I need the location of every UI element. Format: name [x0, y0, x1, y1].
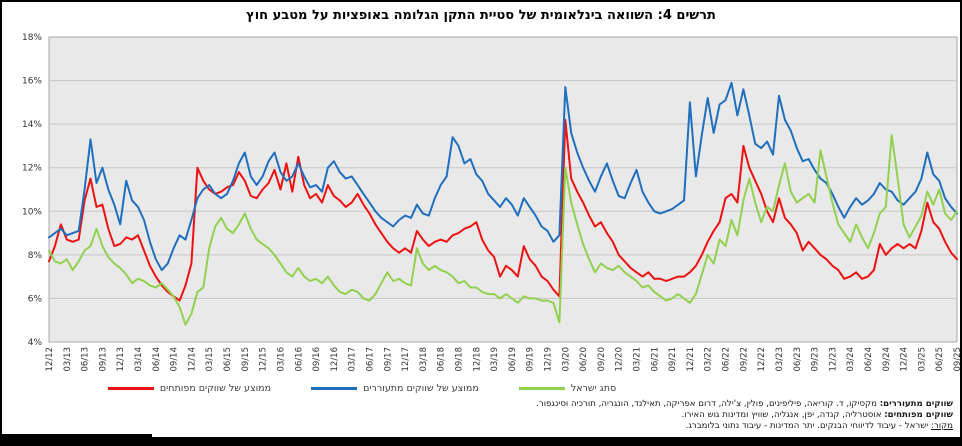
- legend-item-1: ממוצע של שווקים מתעוררים: [311, 383, 479, 394]
- x-tick-label: 12/13: [116, 347, 126, 372]
- x-tick-label: 06/15: [223, 347, 233, 372]
- footnote-text: ישראל - עיבוד לדיווחי הבנקים. יתר המדינו…: [685, 420, 931, 431]
- legend-label: סתג ישראל: [570, 383, 617, 394]
- x-tick-label: 09/22: [739, 347, 749, 372]
- legend-marker-icon: [107, 387, 154, 390]
- x-tick-label: 03/20: [561, 347, 571, 372]
- x-tick-label: 06/24: [864, 347, 874, 372]
- footnote-text: מקסיקו, ד. קוריאה, פיליפינים, פולין, צ'י…: [536, 399, 880, 409]
- x-tick-label: 03/23: [775, 347, 785, 372]
- x-tick-label: 09/16: [312, 347, 322, 372]
- x-tick-label: 03/14: [134, 347, 144, 372]
- y-tick-label: 18%: [22, 33, 42, 43]
- legend-item-0: ממוצע של שווקים מפותחים: [107, 383, 272, 394]
- legend-label: ממוצע של שווקים מפותחים: [159, 383, 272, 394]
- legend-label: ממוצע של שווקים מתעוררים: [363, 383, 479, 394]
- x-tick-label: 03/22: [704, 347, 714, 372]
- x-tick-label: 09/20: [597, 347, 607, 372]
- x-tick-label: 09/14: [170, 347, 180, 372]
- footnote-line-1: שווקים מפותחים: אוסטרליה, קנדה, יפן, אנג…: [353, 410, 953, 421]
- x-tick-label: 12/20: [615, 347, 625, 372]
- x-tick-label: 06/17: [365, 347, 375, 372]
- y-tick-label: 16%: [22, 77, 42, 87]
- x-tick-label: 12/18: [472, 347, 482, 372]
- x-tick-label: 06/20: [579, 347, 589, 372]
- x-tick-label: 03/21: [633, 347, 643, 372]
- x-tick-label: 12/23: [828, 347, 838, 372]
- x-tick-label: 09/19: [526, 347, 536, 372]
- x-tick-label: 12/24: [900, 347, 910, 372]
- x-tick-label: 12/17: [401, 347, 411, 372]
- x-tick-label: 09/23: [811, 347, 821, 372]
- footnote-line-0: שווקים מתעוררים: מקסיקו, ד. קוריאה, פילי…: [353, 399, 953, 410]
- x-tick-label: 09/15: [241, 347, 251, 372]
- bottom-border-bar: [2, 437, 960, 444]
- legend-marker-icon: [518, 387, 565, 390]
- y-tick-label: 4%: [28, 338, 43, 348]
- x-tick-label: 12/15: [259, 347, 269, 372]
- chart-legend: ממוצע של שווקים מפותחים ממוצע של שווקים מ…: [2, 383, 722, 394]
- chart-footnotes: שווקים מתעוררים: מקסיקו, ד. קוריאה, פילי…: [353, 399, 953, 431]
- y-tick-label: 8%: [28, 251, 43, 261]
- footnote-lead: שווקים מתעוררים:: [879, 399, 953, 409]
- x-tick-label: 12/21: [686, 347, 696, 372]
- legend-marker-icon: [311, 387, 358, 390]
- plot-area: [48, 36, 958, 343]
- x-tick-label: 09/24: [882, 347, 892, 372]
- x-tick-label: 03/16: [276, 347, 286, 372]
- x-tick-label: 06/22: [722, 347, 732, 372]
- x-tick-label: 06/21: [650, 347, 660, 372]
- x-tick-label: 12/16: [330, 347, 340, 372]
- x-tick-label: 06/23: [793, 347, 803, 372]
- chart-title: תרשים 4: השוואה בינלאומית של סטיית התקן …: [246, 8, 716, 23]
- x-tick-label: 03/18: [419, 347, 429, 372]
- x-tick-label: 06/25: [935, 347, 945, 372]
- x-tick-label: 06/16: [294, 347, 304, 372]
- x-tick-label: 09/17: [383, 347, 393, 372]
- x-tick-label: 03/17: [348, 347, 358, 372]
- x-tick-label: 06/19: [508, 347, 518, 372]
- y-tick-label: 12%: [22, 164, 42, 174]
- x-tick-label: 03/24: [846, 347, 856, 372]
- x-tick-label: 03/25: [917, 347, 927, 372]
- series-line-0: [48, 118, 958, 302]
- legend-item-2: סתג ישראל: [518, 383, 617, 394]
- x-tick-label: 09/25: [953, 347, 962, 372]
- footnote-line-2: מקור: ישראל - עיבוד לדיווחי הבנקים. יתר …: [353, 421, 953, 432]
- footnote-lead: מקור:: [930, 420, 953, 431]
- series-line-2: [48, 134, 958, 326]
- x-tick-label: 03/13: [63, 347, 73, 372]
- footnote-text: אוסטרליה, קנדה, יפן, אנגליה, שוויץ ומדינ…: [681, 409, 885, 420]
- y-tick-label: 14%: [22, 120, 42, 130]
- x-tick-label: 03/15: [205, 347, 215, 372]
- footnote-lead: שווקים מפותחים:: [884, 409, 953, 420]
- x-tick-label: 09/13: [98, 347, 108, 372]
- y-tick-label: 10%: [22, 207, 42, 217]
- series-line-1: [48, 81, 958, 272]
- x-tick-label: 12/22: [757, 347, 767, 372]
- x-tick-label: 12/19: [544, 347, 554, 372]
- x-tick-label: 06/14: [152, 347, 162, 372]
- x-tick-label: 03/19: [490, 347, 500, 372]
- x-tick-label: 12/12: [45, 347, 55, 372]
- x-tick-label: 09/21: [668, 347, 678, 372]
- x-tick-label: 12/14: [187, 347, 197, 372]
- x-tick-label: 09/18: [454, 347, 464, 372]
- bottom-border-bar-left: [2, 434, 152, 444]
- x-tick-label: 06/13: [81, 347, 91, 372]
- x-tick-label: 06/18: [437, 347, 447, 372]
- y-tick-label: 6%: [28, 294, 43, 304]
